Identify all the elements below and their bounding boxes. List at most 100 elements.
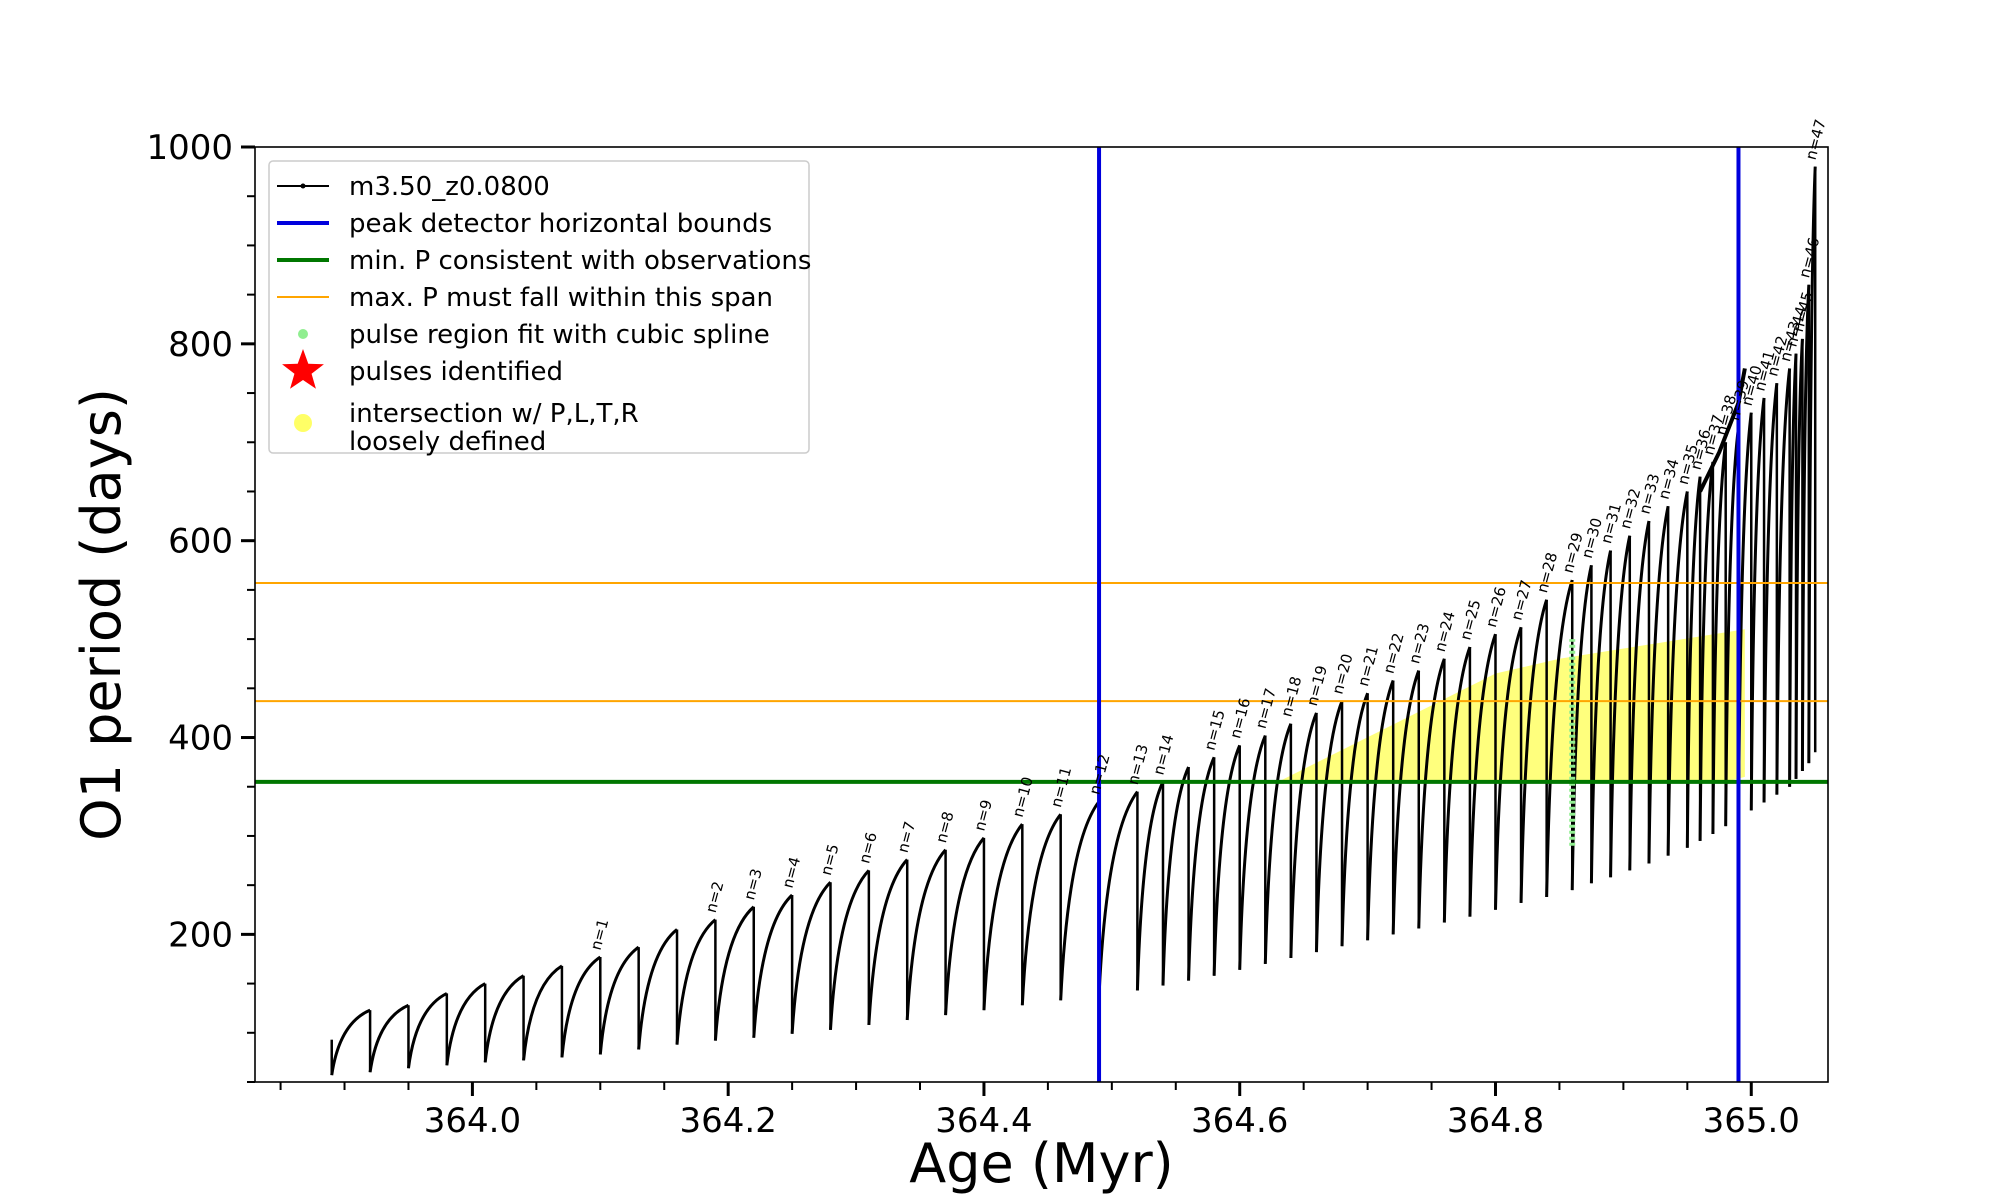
y-tick-label: 200 [168, 915, 233, 955]
pulse-recovery [1161, 766, 1190, 986]
pulse-recovery [1800, 284, 1811, 771]
pulse-label: n=4 [779, 855, 805, 890]
pulse-label: n=18 [1277, 674, 1305, 718]
legend-box [268, 160, 810, 454]
pulse-recovery [1711, 442, 1728, 834]
pulse-recovery [713, 905, 755, 1041]
pulse-label: n=8 [932, 810, 958, 845]
pulse-recovery [1775, 368, 1792, 795]
pulse-label: n=26 [1482, 585, 1510, 629]
pulse-recovery [944, 836, 986, 1016]
pulse-label: n=22 [1380, 631, 1408, 675]
legend-label: min. P consistent with observations [349, 246, 811, 276]
pulse-recovery [1238, 734, 1267, 970]
pulse-recovery [1685, 476, 1702, 848]
pulse-recovery [330, 1008, 371, 1076]
pulse-label: n=5 [817, 842, 843, 877]
legend-label: loosely defined [349, 427, 546, 457]
pulse-recovery [1545, 579, 1574, 897]
pulse-recovery [1647, 505, 1670, 864]
pulse-label: n=25 [1456, 598, 1484, 642]
pulse-recovery [598, 945, 640, 1055]
legend-label: m3.50_z0.0800 [349, 172, 550, 202]
pulse-label: n=20 [1329, 652, 1357, 696]
pulse-recovery [828, 869, 870, 1030]
pulse-label: n=15 [1201, 708, 1229, 752]
pulse-label: n=7 [894, 819, 920, 854]
pulse-recovery [790, 881, 832, 1034]
legend-label: max. P must fall within this span [349, 283, 773, 313]
plot-frame [254, 146, 1829, 1083]
x-axis-label: Age (Myr) [909, 1132, 1174, 1195]
intersection-region [1278, 629, 1745, 782]
pulse-recovery [1263, 723, 1293, 964]
pulse-label: n=14 [1149, 732, 1177, 776]
pulse-recovery [483, 974, 525, 1063]
pulse-label: n=16 [1226, 696, 1254, 740]
pulse-label: n=2 [702, 879, 728, 914]
pulse-recovery [1609, 535, 1632, 878]
pulse-recovery [1794, 338, 1804, 779]
y-tick-label: 1000 [146, 128, 233, 168]
pulse-recovery [1417, 658, 1446, 929]
pulse-recovery [1589, 550, 1613, 884]
y-tick-label: 400 [168, 719, 233, 759]
pulse-recovery [1762, 383, 1779, 803]
pulse-recovery [1519, 599, 1549, 903]
x-tick-label: 364.8 [1447, 1101, 1544, 1141]
pulse-label: n=24 [1431, 609, 1459, 653]
pulse-recovery [1212, 744, 1242, 976]
final-rise [1698, 368, 1747, 493]
pulse-recovery [1698, 461, 1715, 841]
x-tick-label: 364.4 [935, 1101, 1032, 1141]
legend-swatch [294, 414, 312, 432]
pulse-label: n=27 [1508, 578, 1536, 622]
x-tick-label: 365.0 [1703, 1101, 1800, 1141]
pulse-recovery [560, 955, 602, 1058]
pulse-recovery [982, 823, 1024, 1011]
pulse-recovery [675, 918, 717, 1045]
pulse-label: n=17 [1252, 686, 1280, 730]
pulse-recovery [1788, 353, 1798, 787]
legend-swatch [282, 349, 324, 389]
legend-label: intersection w/ P,L,T,R [349, 399, 639, 429]
pulse-recovery [1059, 800, 1101, 1001]
legend-label: pulses identified [349, 357, 563, 387]
y-axis-label: O1 period (days) [70, 388, 133, 841]
pulse-recovery [1724, 427, 1740, 827]
pulse-label: n=21 [1354, 644, 1382, 688]
pulse-recovery [1807, 166, 1817, 764]
pulse-label: n=47 [1802, 117, 1830, 161]
pulse-recovery [1135, 781, 1165, 991]
pulse-recovery [406, 992, 448, 1069]
pulse-recovery [445, 982, 486, 1066]
pulse-label: n=6 [855, 830, 881, 865]
legend-swatch [300, 183, 306, 189]
pulse-label: n=9 [970, 798, 996, 833]
pulse-recovery [1366, 679, 1395, 941]
x-tick-label: 364.0 [424, 1101, 521, 1141]
y-tick-label: 800 [168, 325, 233, 365]
pulse-label: n=23 [1405, 621, 1433, 665]
legend-label: pulse region fit with cubic spline [349, 320, 770, 350]
x-tick-label: 364.2 [680, 1101, 777, 1141]
pulse-recovery [1097, 790, 1139, 996]
pulse-recovery [1468, 633, 1497, 917]
pulse-recovery [1442, 646, 1472, 923]
legend-swatch [298, 329, 308, 339]
pulse-recovery [1187, 756, 1216, 981]
pulse-label: n=1 [587, 917, 613, 952]
y-tick-label: 600 [168, 522, 233, 562]
pulse-recovery [522, 964, 563, 1061]
pulse-recovery [1628, 520, 1651, 871]
pulse-label: n=28 [1533, 550, 1561, 594]
pulse-recovery [905, 848, 947, 1021]
pulse-recovery [1314, 700, 1344, 953]
pulse-label: n=12 [1086, 752, 1114, 796]
pulse-recovery [1494, 626, 1523, 910]
pulse-recovery [867, 858, 909, 1026]
legend-label: peak detector horizontal bounds [349, 209, 772, 239]
pulse-recovery [1289, 712, 1318, 959]
pulse-label: n=3 [740, 867, 766, 902]
